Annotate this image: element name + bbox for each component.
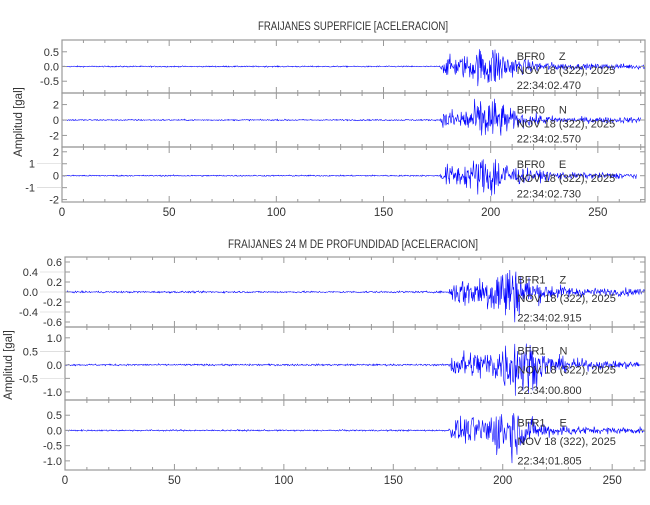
component-code: Z xyxy=(559,51,566,63)
date-label: NOV 18 (322), 2025 xyxy=(517,119,615,131)
y-tick-label: 0.0 xyxy=(47,425,62,437)
panel-bfr1-e: 0.5 0.0 -0.5 -1.0 BFR1 E NOV 18 (322), 2025 22:… xyxy=(43,399,646,471)
y-tick-label: -1.0 xyxy=(43,456,62,468)
y-tick-label: -0.6 xyxy=(43,317,62,329)
y-tick-label: 0.5 xyxy=(44,47,59,59)
waveform-trace xyxy=(64,343,641,396)
waveform-trace xyxy=(64,413,646,464)
waveform-trace xyxy=(61,49,646,87)
start-time-label: 22:34:02.915 xyxy=(517,312,581,324)
component-code: E xyxy=(559,159,566,171)
y-tick-label: -0.5 xyxy=(43,441,62,453)
y-tick-label: -0.2 xyxy=(43,297,62,309)
x-tick-label: 200 xyxy=(493,475,512,487)
y-tick-label: 0.5 xyxy=(23,346,38,358)
waveform-trace xyxy=(64,269,646,323)
chart-top: FRAIJANES SUPERFICIE [ACELERACION] Ampli… xyxy=(13,21,646,219)
y-tick-label: 0.6 xyxy=(47,257,62,269)
x-tick-label: 150 xyxy=(374,207,393,219)
plot-area: 0.6 0.4 0.2 0.0 -0.2 -0.4 -0.6 BFR1 Z NOV 18 (322… xyxy=(19,256,646,487)
y-tick-label: 0.0 xyxy=(44,62,59,74)
y-tick-label: -2 xyxy=(49,130,59,142)
x-tick-label: 50 xyxy=(168,475,181,487)
station-label: BFR0 E xyxy=(517,159,566,171)
y-tick-label: 0.2 xyxy=(47,277,62,289)
station-code: BFR1 xyxy=(517,275,545,287)
station-code: BFR0 xyxy=(517,51,545,63)
y-tick-label: -0.5 xyxy=(19,373,38,385)
x-tick-label: 0 xyxy=(59,207,65,219)
component-code: N xyxy=(559,105,567,117)
component-code: Z xyxy=(560,275,567,287)
start-time-label: 22:34:02.570 xyxy=(517,134,581,146)
panel-bfr1-z: 0.6 0.4 0.2 0.0 -0.2 -0.4 -0.6 BFR1 Z NOV 18 (322… xyxy=(19,256,646,329)
station-label: BFR1 Z xyxy=(517,275,566,287)
y-tick-label: 0.0 xyxy=(23,287,38,299)
component-code: E xyxy=(560,418,567,430)
x-tick-label: 250 xyxy=(603,475,622,487)
station-code: BFR1 xyxy=(517,346,545,358)
date-label: NOV 18 (322), 2025 xyxy=(517,365,615,377)
y-tick-label: 1 xyxy=(29,159,35,171)
panel-frame xyxy=(64,399,646,471)
plot-area: 0.5 0.0 -0.5 BFR0 Z NOV 18 (322), 2025 22:34:0… xyxy=(25,39,646,219)
waveform-trace xyxy=(61,159,637,196)
x-tick-label: 50 xyxy=(163,207,176,219)
x-tick-label: 100 xyxy=(274,475,293,487)
date-label: NOV 18 (322), 2025 xyxy=(517,173,615,185)
x-tick-label: 100 xyxy=(267,207,286,219)
y-axis-label: Amplitud [gal] xyxy=(13,87,25,157)
start-time-label: 22:34:02.470 xyxy=(517,80,581,92)
panel-bfr0-e: 2 1 0 -1 -2 BFR0 E NOV 18 (322), 2025 22:34:02.7… xyxy=(25,146,646,207)
y-tick-label: 2 xyxy=(53,100,59,112)
y-axis-label: Amplitud [gal] xyxy=(3,330,15,400)
station-code: BFR0 xyxy=(517,105,545,117)
y-tick-label: 0 xyxy=(53,115,59,127)
y-tick-label: -1.0 xyxy=(43,387,62,399)
panel-bfr0-n: 2 0 -2 BFR0 N NOV 18 (322), 2025 22:34:02.570 xyxy=(49,92,646,148)
station-label: BFR0 N xyxy=(517,105,567,117)
y-tick-label: -2 xyxy=(49,195,59,207)
y-tick-label: 2 xyxy=(53,147,59,159)
x-tick-label: 250 xyxy=(588,207,607,219)
waveform-trace xyxy=(61,98,641,136)
y-tick-label: 0.0 xyxy=(47,360,62,372)
y-tick-label: 1.0 xyxy=(47,333,62,345)
panel-bfr0-z: 0.5 0.0 -0.5 BFR0 Z NOV 18 (322), 2025 22:34:0… xyxy=(40,39,646,94)
start-time-label: 22:34:02.730 xyxy=(517,189,581,201)
x-tick-label: 200 xyxy=(481,207,500,219)
date-label: NOV 18 (322), 2025 xyxy=(517,65,615,77)
x-tick-label: 150 xyxy=(384,475,403,487)
chart-title: FRAIJANES 24 M DE PROFUNDIDAD [ACELERACI… xyxy=(228,239,478,251)
station-label: BFR1 E xyxy=(517,418,566,430)
station-label: BFR1 N xyxy=(517,346,567,358)
y-tick-label: -0.4 xyxy=(19,307,38,319)
x-tick-label: 0 xyxy=(62,475,68,487)
station-code: BFR1 xyxy=(517,418,545,430)
date-label: NOV 18 (322), 2025 xyxy=(517,293,615,305)
station-code: BFR0 xyxy=(517,159,545,171)
y-tick-label: -1 xyxy=(25,183,35,195)
panel-bfr1-n: 1.0 0.5 0.0 -0.5 -1.0 BFR1 N NOV 18 (322), 2025… xyxy=(19,326,646,401)
component-code: N xyxy=(560,346,568,358)
y-tick-label: 0 xyxy=(53,171,59,183)
chart-title: FRAIJANES SUPERFICIE [ACELERACION] xyxy=(258,21,448,33)
y-tick-label: 0.4 xyxy=(23,267,38,279)
start-time-label: 22:34:01.805 xyxy=(517,455,581,467)
y-tick-label: 0.5 xyxy=(47,410,62,422)
chart-bottom: FRAIJANES 24 M DE PROFUNDIDAD [ACELERACI… xyxy=(3,239,646,487)
y-tick-label: -0.5 xyxy=(40,76,59,88)
station-label: BFR0 Z xyxy=(517,51,566,63)
date-label: NOV 18 (322), 2025 xyxy=(517,436,615,448)
panel-frame xyxy=(61,146,646,203)
start-time-label: 22:34:00.800 xyxy=(517,385,581,397)
